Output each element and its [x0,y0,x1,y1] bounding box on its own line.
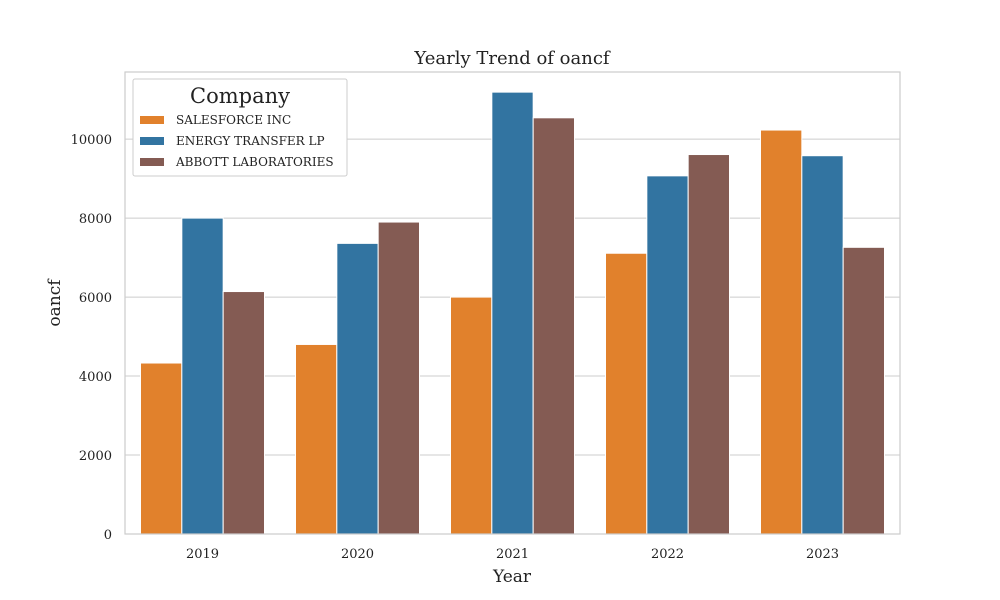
bars [140,91,886,535]
y-tick-label: 0 [104,528,112,543]
legend-label: ABBOTT LABORATORIES [175,155,334,169]
legend-swatch [140,137,164,145]
legend-swatch [140,158,164,166]
y-tick-labels: 0 2000 4000 6000 8000 10000 [71,133,112,543]
bar-salesforce-inc-2022 [605,252,648,535]
chart-title: Yearly Trend of oancf [413,48,611,69]
bar-energy-transfer-lp-2019 [181,217,224,535]
bar-energy-transfer-lp-2022 [646,175,689,535]
legend: Company SALESFORCE INC ENERGY TRANSFER LP… [132,78,348,177]
y-tick-label: 2000 [79,449,112,464]
plot-frame [124,71,901,535]
x-tick-label: 2022 [651,547,684,562]
bar-salesforce-inc-2021 [450,296,493,535]
bar-abbott-laboratories-2022 [687,154,731,535]
legend-title: Company [190,84,290,108]
bar-salesforce-inc-2019 [140,362,183,535]
x-tick-label: 2019 [186,547,219,562]
x-axis-label: Year [492,567,532,587]
bar-abbott-laboratories-2019 [222,291,266,535]
y-tick-label: 8000 [79,212,112,227]
x-tick-label: 2020 [341,547,374,562]
legend-swatch [140,116,164,124]
y-tick-label: 6000 [79,291,112,306]
bar-abbott-laboratories-2020 [377,221,420,535]
bar-energy-transfer-lp-2020 [336,242,379,535]
bar-abbott-laboratories-2021 [532,117,576,535]
y-tick-label: 10000 [71,133,112,148]
bar-energy-transfer-lp-2021 [491,91,534,535]
bar-salesforce-inc-2020 [295,343,338,535]
x-tick-label: 2023 [806,547,839,562]
legend-label: SALESFORCE INC [176,113,291,127]
bar-abbott-laboratories-2023 [842,246,886,535]
x-tick-label: 2021 [496,547,529,562]
bar-salesforce-inc-2023 [760,129,803,535]
legend-box [132,78,348,177]
y-tick-label: 4000 [79,370,112,385]
legend-label: ENERGY TRANSFER LP [176,134,325,148]
x-tick-labels: 2019 2020 2021 2022 2023 [186,547,839,562]
y-axis-label: oancf [45,278,65,327]
legend-items: SALESFORCE INC ENERGY TRANSFER LP ABBOTT L… [140,113,334,169]
bar-energy-transfer-lp-2023 [801,155,844,535]
